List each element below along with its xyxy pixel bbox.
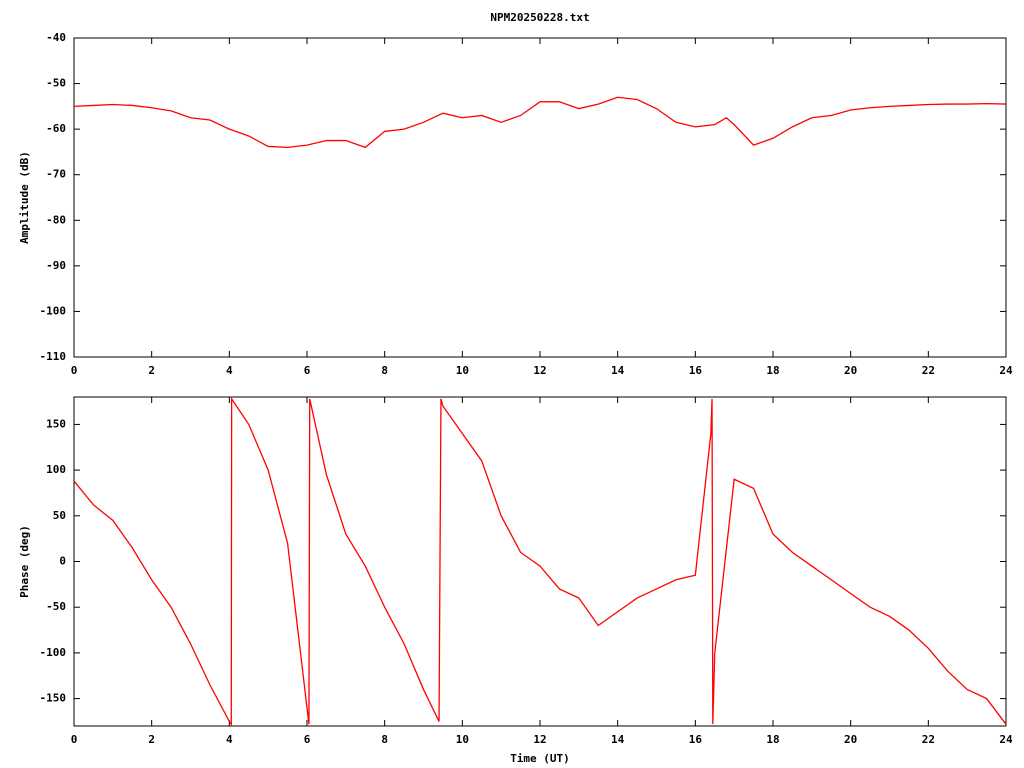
x-tick-label: 24	[999, 733, 1013, 746]
x-tick-label: 4	[226, 733, 233, 746]
y-tick-label: -40	[46, 31, 66, 44]
x-tick-label: 0	[71, 733, 78, 746]
y-tick-label: -60	[46, 122, 66, 135]
y-tick-label: -150	[40, 692, 67, 705]
x-tick-label: 20	[844, 733, 857, 746]
y-tick-label: -90	[46, 259, 66, 272]
x-tick-label: 4	[226, 364, 233, 377]
x-tick-label: 12	[533, 733, 546, 746]
data-line	[73, 396, 1007, 727]
y-tick-label: -50	[46, 600, 66, 613]
x-tick-label: 22	[922, 733, 935, 746]
y-tick-label: -50	[46, 77, 66, 90]
x-tick-label: 6	[304, 733, 311, 746]
x-tick-label: 8	[381, 364, 388, 377]
y-tick-label: 100	[46, 463, 66, 476]
x-tick-label: 20	[844, 364, 857, 377]
y-tick-label: 0	[59, 555, 66, 568]
x-tick-label: 24	[999, 364, 1013, 377]
y-tick-label: -70	[46, 168, 66, 181]
y-tick-label: -110	[40, 350, 67, 363]
y-axis-label: Phase (deg)	[18, 525, 31, 598]
y-tick-label: 50	[53, 509, 66, 522]
y-tick-label: -100	[40, 304, 67, 317]
x-tick-label: 16	[689, 364, 703, 377]
x-tick-label: 18	[766, 733, 779, 746]
data-line	[73, 96, 1007, 149]
x-tick-label: 0	[71, 364, 78, 377]
x-tick-label: 22	[922, 364, 935, 377]
y-axis-label: Amplitude (dB)	[18, 151, 31, 244]
x-tick-label: 2	[148, 733, 155, 746]
plot-frame	[73, 37, 1007, 358]
x-tick-label: 10	[456, 364, 469, 377]
chart-title: NPM20250228.txt	[490, 11, 589, 24]
x-tick-label: 14	[611, 364, 625, 377]
y-tick-label: 150	[46, 417, 66, 430]
x-tick-label: 6	[304, 364, 311, 377]
x-tick-label: 8	[381, 733, 388, 746]
x-tick-label: 10	[456, 733, 469, 746]
x-tick-label: 18	[766, 364, 779, 377]
x-tick-label: 12	[533, 364, 546, 377]
x-tick-label: 16	[689, 733, 703, 746]
y-tick-label: -80	[46, 213, 66, 226]
x-axis-label: Time (UT)	[510, 752, 570, 765]
y-tick-label: -100	[40, 646, 67, 659]
plot-frame	[73, 396, 1007, 727]
x-tick-label: 14	[611, 733, 625, 746]
x-tick-label: 2	[148, 364, 155, 377]
